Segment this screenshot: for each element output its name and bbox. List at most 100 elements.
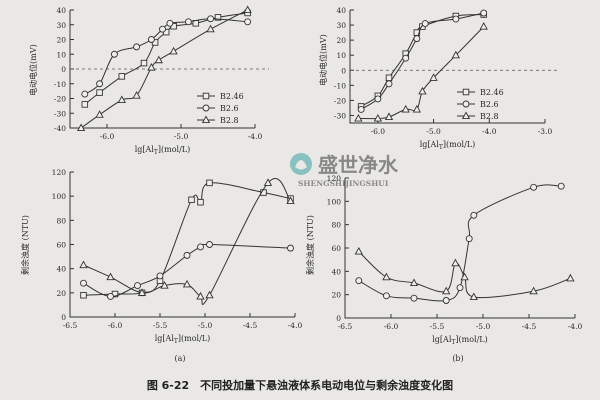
data-point bbox=[184, 18, 192, 26]
data-point bbox=[80, 279, 87, 287]
data-point bbox=[286, 196, 295, 205]
data-point bbox=[206, 179, 213, 187]
data-point bbox=[409, 278, 419, 287]
data-point bbox=[206, 24, 215, 33]
y-tick-label: 20 bbox=[331, 291, 341, 300]
data-point bbox=[263, 178, 273, 186]
panel-label: (b) bbox=[452, 354, 463, 363]
x-axis-title: lg[AlT](mol/L) bbox=[135, 145, 191, 156]
data-point bbox=[465, 235, 473, 243]
watermark-title: 盛世净水 bbox=[318, 153, 399, 177]
x-tick-label: -4.0 bbox=[568, 322, 583, 331]
data-point bbox=[373, 113, 383, 122]
y-tick-label: 80 bbox=[331, 221, 341, 230]
data-point bbox=[166, 19, 174, 27]
y-tick-label: -20 bbox=[334, 96, 346, 105]
legend-marker bbox=[462, 100, 470, 108]
x-tick-label: -6.0 bbox=[100, 132, 115, 141]
data-point bbox=[207, 15, 215, 23]
data-point bbox=[530, 183, 538, 191]
data-point bbox=[442, 297, 450, 304]
watermark-subtitle: SHENGSHIJINGSHUI bbox=[298, 179, 389, 188]
x-tick-label: -6.0 bbox=[384, 322, 399, 331]
legend-entry: B2.8 bbox=[480, 112, 499, 121]
data-point bbox=[106, 272, 115, 281]
x-axis-title: lg[AlT](mol/L) bbox=[432, 335, 488, 346]
y-tick-label: 40 bbox=[56, 265, 66, 274]
data-point bbox=[156, 272, 164, 280]
data-point bbox=[81, 101, 89, 108]
y-tick-label: 20 bbox=[56, 289, 66, 298]
series-line bbox=[83, 182, 291, 296]
legend-marker bbox=[201, 115, 211, 124]
y-axis-title: 剩余浊度 (NTU) bbox=[305, 215, 315, 275]
data-point bbox=[385, 80, 393, 88]
y-tick-label: 20 bbox=[336, 36, 346, 45]
data-point bbox=[451, 258, 460, 267]
x-tick-label: -5.5 bbox=[430, 322, 445, 331]
legend-marker bbox=[202, 104, 210, 112]
data-point bbox=[137, 288, 147, 296]
data-point bbox=[132, 91, 141, 99]
y-tick-label: 80 bbox=[56, 216, 66, 225]
data-point bbox=[529, 286, 538, 295]
data-point bbox=[382, 292, 390, 300]
x-tick-label: -5.0 bbox=[426, 127, 441, 136]
x-axis-title: lg[AlT](mol/L) bbox=[155, 334, 211, 345]
data-point bbox=[133, 43, 141, 51]
data-point bbox=[385, 74, 393, 82]
data-point bbox=[384, 112, 394, 121]
x-tick-label: -3.0 bbox=[538, 127, 553, 136]
data-point bbox=[96, 80, 104, 88]
data-point bbox=[429, 73, 438, 81]
data-point bbox=[410, 294, 418, 302]
y-tick-label: -10 bbox=[334, 81, 346, 90]
data-point bbox=[81, 90, 89, 98]
figure-caption: 图 6-22 不同投加量下悬浊液体系电动电位与剩余浊度变化图 bbox=[146, 379, 454, 392]
y-tick-label: 100 bbox=[52, 192, 67, 201]
y-tick-label: 40 bbox=[336, 6, 346, 15]
legend-entry: B2.6 bbox=[480, 100, 499, 109]
x-tick-label: -5.0 bbox=[174, 132, 189, 141]
y-tick-label: 60 bbox=[56, 241, 66, 250]
y-tick-label: 60 bbox=[331, 244, 341, 253]
data-point bbox=[413, 35, 421, 43]
data-point bbox=[196, 291, 205, 300]
panel-label: (a) bbox=[174, 354, 185, 363]
legend-marker bbox=[202, 92, 210, 100]
y-tick-label: 0 bbox=[341, 66, 346, 75]
x-tick-label: -6.0 bbox=[371, 127, 386, 136]
y-tick-label: -10 bbox=[54, 80, 66, 89]
legend-entry: B2.46 bbox=[220, 92, 244, 101]
y-tick-label: -20 bbox=[54, 95, 66, 104]
chart-axes bbox=[344, 178, 575, 319]
y-axis-title: 电动电位(mV) bbox=[318, 34, 328, 86]
data-point bbox=[421, 20, 429, 28]
data-point bbox=[95, 110, 104, 118]
y-tick-label: 0 bbox=[61, 313, 66, 322]
series-line bbox=[358, 184, 562, 302]
y-tick-label: -40 bbox=[54, 124, 66, 133]
data-point bbox=[183, 251, 191, 259]
x-tick-label: -5.5 bbox=[153, 321, 168, 330]
data-point bbox=[244, 18, 252, 26]
y-tick-label: 10 bbox=[336, 51, 346, 60]
data-point bbox=[470, 211, 478, 219]
x-tick-label: -5.0 bbox=[198, 321, 213, 330]
x-tick-label: -4.0 bbox=[482, 127, 497, 136]
legend-marker bbox=[461, 111, 471, 120]
data-point bbox=[197, 198, 204, 206]
data-point bbox=[147, 36, 155, 43]
y-axis-title: 电动电位(mV) bbox=[28, 44, 38, 96]
data-point bbox=[160, 281, 169, 289]
data-point bbox=[357, 105, 365, 113]
y-tick-label: -30 bbox=[54, 109, 66, 118]
x-tick-label: -4.5 bbox=[522, 322, 537, 331]
data-point bbox=[480, 9, 488, 17]
data-point bbox=[354, 113, 363, 122]
data-point bbox=[402, 54, 410, 62]
data-point bbox=[355, 277, 363, 285]
data-point bbox=[469, 292, 478, 301]
legend-entry: B2.46 bbox=[480, 88, 504, 97]
